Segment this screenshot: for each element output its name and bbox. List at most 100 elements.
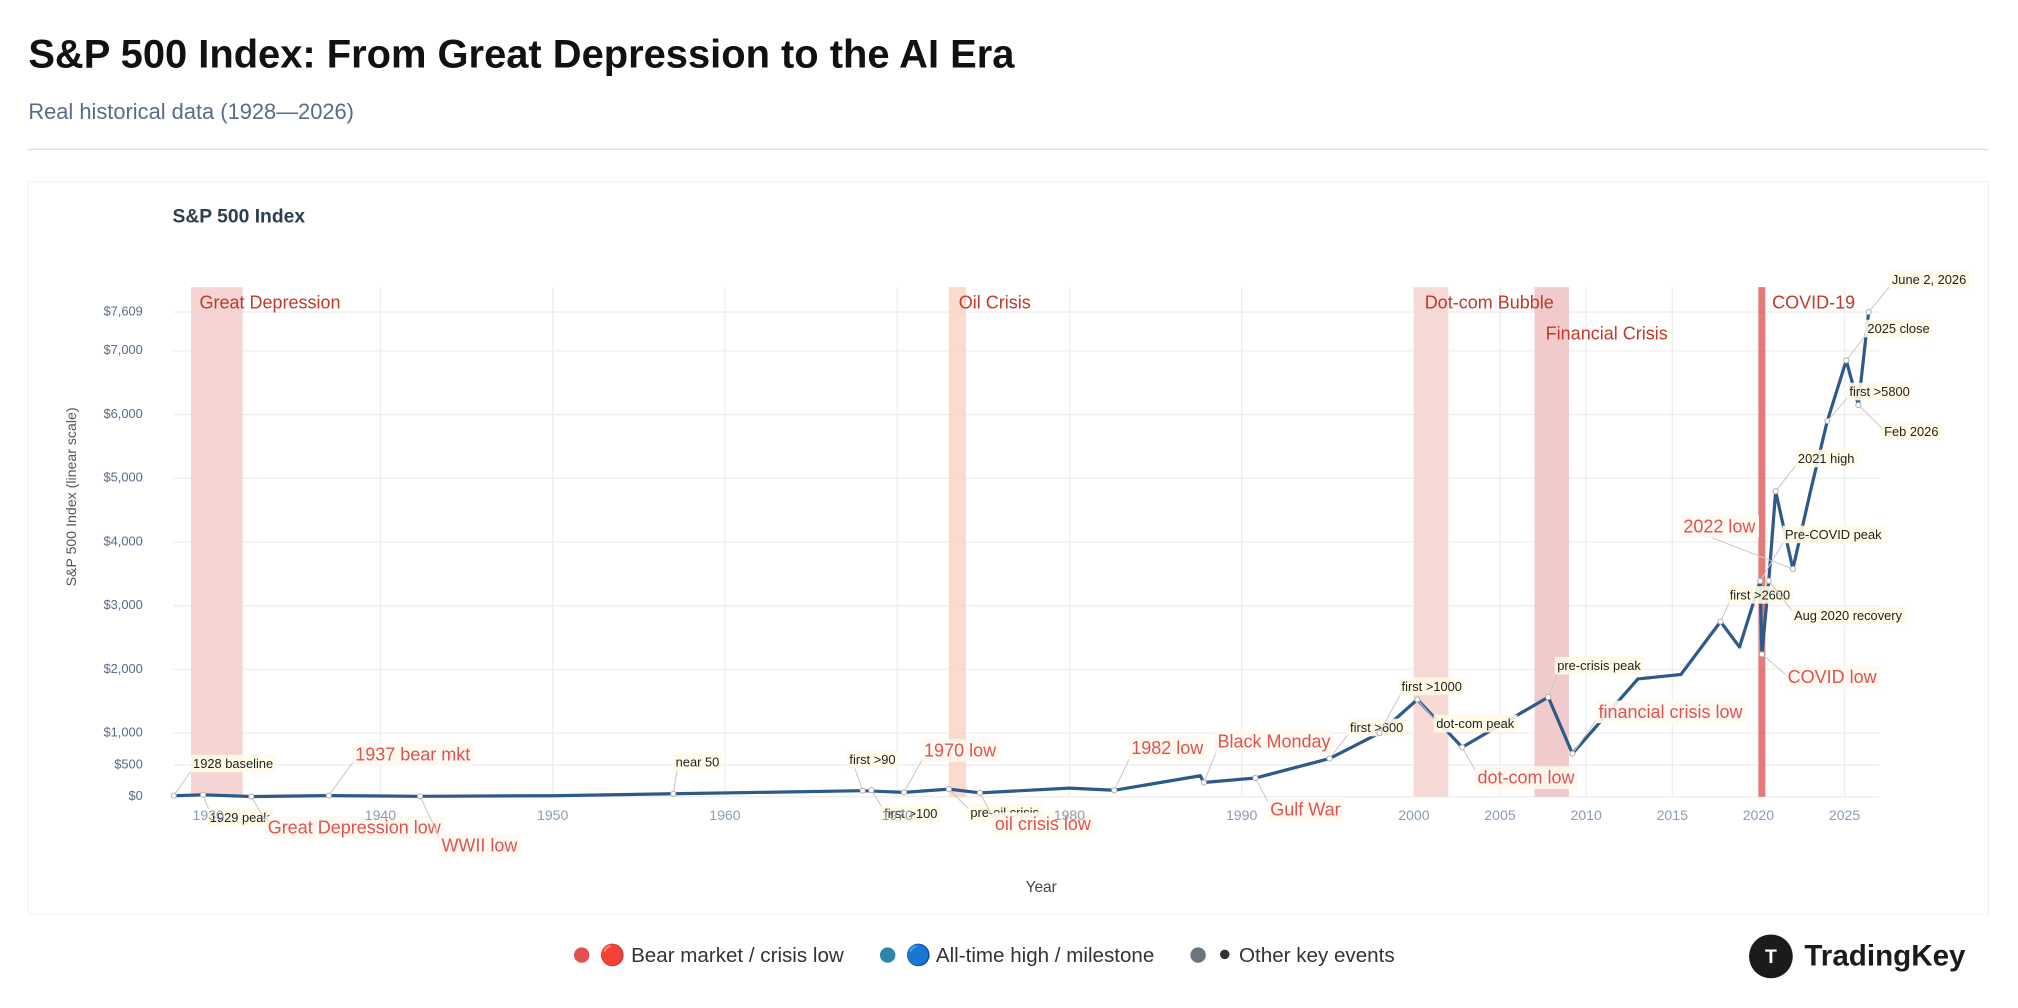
annotation-point [1772,488,1779,495]
x-tick-label: 2015 [1657,807,1689,823]
milestone-label: first >1000 [1402,679,1462,694]
annotation-point [900,789,908,796]
annotation-point [976,789,983,796]
annotation-point [1757,577,1764,585]
region-label: Financial Crisis [1546,324,1668,344]
index-line [173,311,1871,799]
annotation-point [1111,787,1118,794]
x-tick-label: 2005 [1484,807,1516,823]
milestone-label: first >5800 [1849,384,1909,399]
region-label: Great Depression [199,293,340,313]
regions [190,287,1766,797]
annotation-bg [1846,382,1913,401]
annotation-point [868,787,875,794]
annotation-bg [846,750,899,769]
x-tick-label: 1960 [709,807,741,823]
annotation-bg [1782,525,1885,544]
crisis-label: Black Monday [1217,731,1330,751]
y-tick-label: $2,000 [104,661,143,676]
region-label: COVID-19 [1772,293,1855,313]
crisis-label: 1937 bear mkt [355,744,470,764]
annotation-bg [1795,449,1857,468]
crisis-region [948,287,967,797]
y-tick-label: $1,000 [104,724,143,739]
milestone-label: 1928 baseline [193,756,273,771]
y-axis-title: S&P 500 Index (linear scale) [63,407,79,586]
crisis-region [1534,287,1569,797]
logo-icon [1749,934,1793,979]
annotation-bg [438,834,522,858]
annotation-point [859,787,866,794]
y-tick-label: $4,000 [104,533,143,548]
y-tick-label: $500 [114,756,143,771]
annotation-bg [1433,714,1518,733]
annotation-bg [1889,270,1969,289]
crisis-label: oil crisis low [995,814,1092,834]
annotation-point [1569,750,1576,757]
annotation-bg [207,808,273,827]
crisis-label: Gulf War [1270,800,1340,820]
annotation-bg [1864,319,1933,338]
annotation-bg [1347,718,1406,737]
chart-title: S&P 500 Index [172,207,305,228]
crisis-label: financial crisis low [1598,702,1743,722]
annotation-point [1376,729,1383,737]
annotation-point [1758,651,1765,658]
crisis-label: WWII low [441,836,518,856]
annotation-bg [265,816,445,840]
legend-swatch [1190,947,1206,963]
x-axis-title: Year [1026,879,1057,896]
annotation-point [1765,577,1772,584]
annotation-point [1789,565,1796,573]
annotation-bg [673,753,722,772]
crisis-label: 1982 low [1131,738,1204,758]
y-tick-label: $0 [129,788,143,803]
y-tick-label: $3,000 [104,597,143,612]
annotation-point [1717,618,1724,625]
y-tick-label: $7,609 [104,303,143,318]
milestone-label: Pre-COVID peak [1785,527,1882,542]
x-tick-label: 2020 [1743,807,1775,823]
crisis-label: Great Depression low [268,818,442,838]
milestone-label: first >600 [1350,720,1403,735]
legend-label: ⚫ Other key events [1216,944,1395,967]
legend-swatch [573,947,590,963]
milestone-label: first >90 [849,752,895,767]
annotation-point [945,786,952,793]
annotation-bg [1398,677,1465,696]
x-tick-label: 2010 [1570,807,1602,823]
x-tick-label: 1930 [192,807,224,823]
annotation-bg [1680,515,1760,538]
legend-label: 🔴 Bear market / crisis low [600,943,844,967]
x-tick-label: 2000 [1398,807,1430,823]
crisis-label: dot-com low [1477,768,1575,788]
milestone-label: pre-crisis peak [1557,658,1641,673]
y-tick-label: $5,000 [104,470,143,485]
annotation-bg [1595,700,1747,724]
milestone-label: first >100 [884,806,937,821]
crisis-label: COVID low [1788,667,1878,687]
crisis-region [1413,287,1449,797]
annotation-point [170,792,177,799]
brand-logo: T TradingKey [1749,934,1966,979]
logo-glyph: T [1765,947,1777,968]
legend-label: 🔵 All-time high / milestone [906,943,1155,967]
milestone-label: near 50 [676,755,720,770]
annotation-point [325,792,332,799]
annotation-point [1855,401,1862,409]
region-label: Oil Crisis [959,293,1031,313]
annotation-point [416,793,424,800]
annotation-point [1252,774,1259,782]
y-tick-label: $6,000 [104,406,143,421]
annotation-bg [1791,606,1906,625]
annotation-point [1200,779,1207,786]
annotation-point [670,790,677,797]
crisis-label: 2022 low [1683,517,1756,537]
y-tick-label: $7,000 [104,342,143,357]
milestone-label: 2025 close [1867,321,1929,336]
milestone-label: Feb 2026 [1884,424,1938,439]
crisis-region [190,287,243,797]
annotation-bg [1267,798,1344,821]
region-label: Dot-com Bubble [1425,293,1554,313]
